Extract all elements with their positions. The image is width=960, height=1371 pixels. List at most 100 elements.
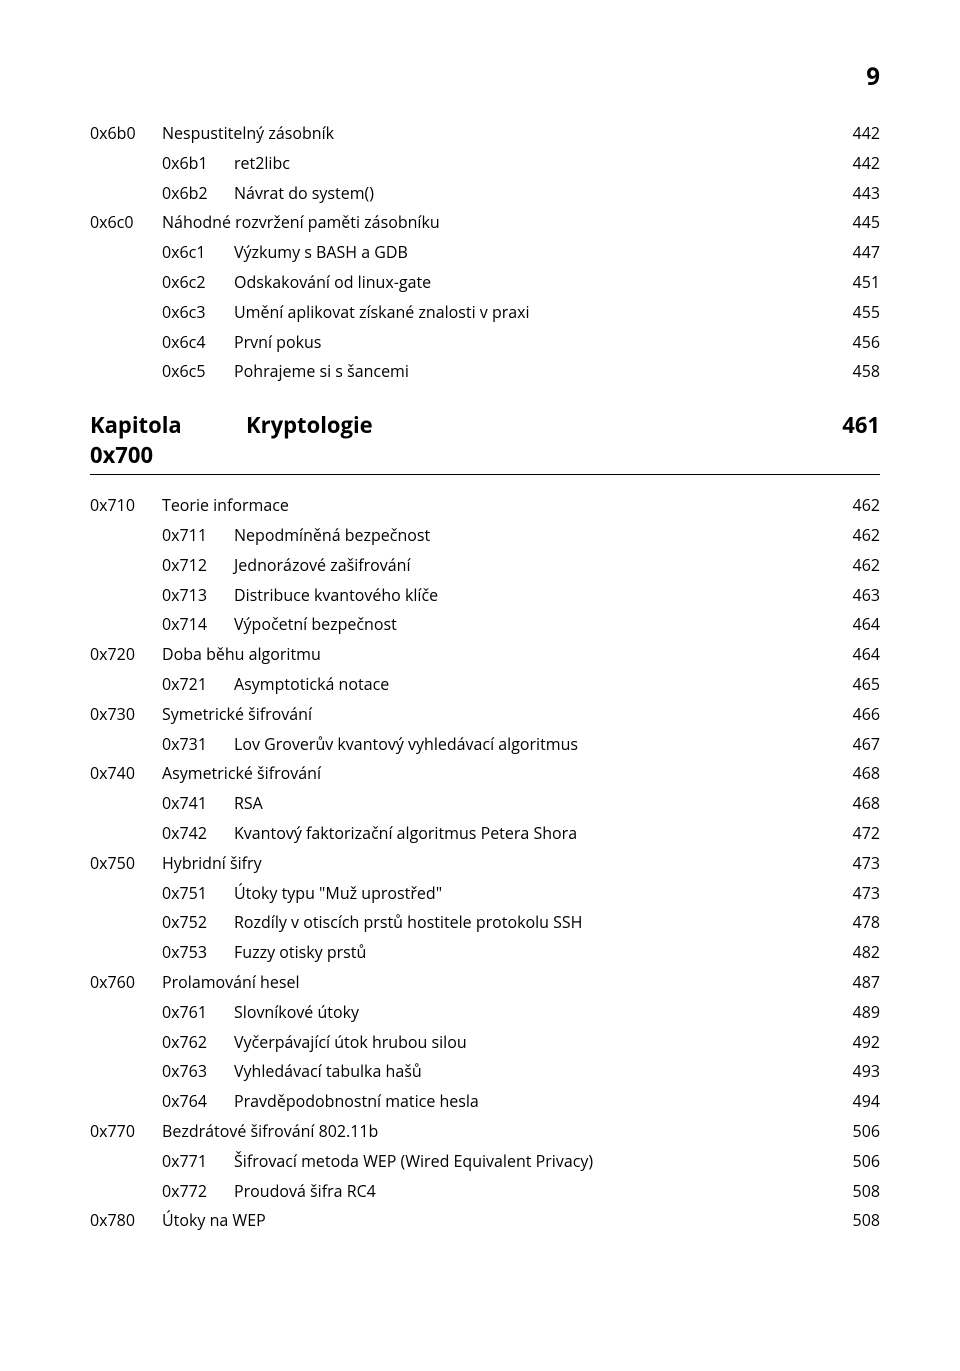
toc-page-number: 508 (836, 1179, 880, 1204)
toc-code: 0x730 (90, 702, 162, 727)
toc-code: 0x6c3 (162, 300, 234, 325)
toc-row: 0x741RSA468 (90, 791, 880, 816)
toc-code: 0x741 (162, 791, 234, 816)
toc-code: 0x6b2 (162, 181, 234, 206)
toc-page-number: 451 (836, 270, 880, 295)
toc-label: Náhodné rozvržení paměti zásobníku (162, 210, 836, 235)
toc-page: 9 0x6b0Nespustitelný zásobník4420x6b1ret… (0, 0, 960, 1298)
toc-row: 0x740Asymetrické šifrování468 (90, 761, 880, 786)
toc-label: ret2libc (234, 151, 836, 176)
toc-code: 0x762 (162, 1030, 234, 1055)
toc-code: 0x771 (162, 1149, 234, 1174)
toc-row: 0x752Rozdíly v otiscích prstů hostitele … (90, 910, 880, 935)
toc-row: 0x742Kvantový faktorizační algoritmus Pe… (90, 821, 880, 846)
toc-label: Pohrajeme si s šancemi (234, 359, 836, 384)
toc-page-number: 465 (836, 672, 880, 697)
toc-row: 0x6b0Nespustitelný zásobník442 (90, 121, 880, 146)
toc-code: 0x6c5 (162, 359, 234, 384)
toc-page-number: 487 (836, 970, 880, 995)
toc-code: 0x714 (162, 612, 234, 637)
toc-label: Pravděpodobnostní matice hesla (234, 1089, 836, 1114)
toc-code: 0x731 (162, 732, 234, 757)
chapter-title: Kryptologie (246, 410, 836, 440)
toc-row: 0x6c4První pokus456 (90, 330, 880, 355)
toc-code: 0x761 (162, 1000, 234, 1025)
toc-page-number: 443 (836, 181, 880, 206)
toc-page-number: 467 (836, 732, 880, 757)
toc-row: 0x750Hybridní šifry473 (90, 851, 880, 876)
toc-row: 0x712Jednorázové zašifrování462 (90, 553, 880, 578)
toc-code: 0x720 (90, 642, 162, 667)
toc-page-number: 472 (836, 821, 880, 846)
toc-page-number: 473 (836, 851, 880, 876)
toc-code: 0x760 (90, 970, 162, 995)
toc-code: 0x6c4 (162, 330, 234, 355)
toc-code: 0x710 (90, 493, 162, 518)
toc-label: Rozdíly v otiscích prstů hostitele proto… (234, 910, 836, 935)
toc-row: 0x770Bezdrátové šifrování 802.11b506 (90, 1119, 880, 1144)
chapter-heading: Kapitola 0x700 Kryptologie 461 (90, 410, 880, 470)
toc-row: 0x711Nepodmíněná bezpečnost462 (90, 523, 880, 548)
toc-page-number: 445 (836, 210, 880, 235)
toc-row: 0x753Fuzzy otisky prstů482 (90, 940, 880, 965)
toc-row: 0x713Distribuce kvantového klíče463 (90, 583, 880, 608)
toc-label: Umění aplikovat získané znalosti v praxi (234, 300, 836, 325)
toc-code: 0x752 (162, 910, 234, 935)
toc-row: 0x771Šifrovací metoda WEP (Wired Equival… (90, 1149, 880, 1174)
toc-code: 0x764 (162, 1089, 234, 1114)
toc-label: Útoky typu "Muž uprostřed" (234, 881, 836, 906)
toc-code: 0x6c2 (162, 270, 234, 295)
toc-label: Lov Groverův kvantový vyhledávací algori… (234, 732, 836, 757)
toc-section-pre: 0x6b0Nespustitelný zásobník4420x6b1ret2l… (90, 121, 880, 384)
toc-code: 0x751 (162, 881, 234, 906)
chapter-divider (90, 474, 880, 475)
toc-label: Symetrické šifrování (162, 702, 836, 727)
toc-code: 0x772 (162, 1179, 234, 1204)
toc-page-number: 462 (836, 553, 880, 578)
toc-row: 0x6c3Umění aplikovat získané znalosti v … (90, 300, 880, 325)
toc-code: 0x721 (162, 672, 234, 697)
toc-label: Proudová šifra RC4 (234, 1179, 836, 1204)
chapter-page: 461 (836, 410, 880, 440)
toc-row: 0x6b2Návrat do system()443 (90, 181, 880, 206)
toc-label: Útoky na WEP (162, 1208, 836, 1233)
toc-page-number: 468 (836, 791, 880, 816)
toc-page-number: 462 (836, 523, 880, 548)
toc-page-number: 463 (836, 583, 880, 608)
toc-label: Výzkumy s BASH a GDB (234, 240, 836, 265)
toc-row: 0x720Doba běhu algoritmu464 (90, 642, 880, 667)
toc-label: Slovníkové útoky (234, 1000, 836, 1025)
toc-label: Návrat do system() (234, 181, 836, 206)
toc-code: 0x770 (90, 1119, 162, 1144)
toc-label: Distribuce kvantového klíče (234, 583, 836, 608)
toc-row: 0x714Výpočetní bezpečnost464 (90, 612, 880, 637)
toc-page-number: 468 (836, 761, 880, 786)
toc-code: 0x6c0 (90, 210, 162, 235)
toc-page-number: 456 (836, 330, 880, 355)
toc-section-post: 0x710Teorie informace4620x711Nepodmíněná… (90, 493, 880, 1233)
toc-row: 0x6c5Pohrajeme si s šancemi458 (90, 359, 880, 384)
toc-row: 0x730Symetrické šifrování466 (90, 702, 880, 727)
toc-page-number: 464 (836, 612, 880, 637)
toc-code: 0x753 (162, 940, 234, 965)
toc-page-number: 464 (836, 642, 880, 667)
toc-row: 0x6c0Náhodné rozvržení paměti zásobníku4… (90, 210, 880, 235)
toc-label: Asymptotická notace (234, 672, 836, 697)
toc-page-number: 447 (836, 240, 880, 265)
page-number: 9 (90, 60, 880, 93)
toc-label: Hybridní šifry (162, 851, 836, 876)
toc-page-number: 455 (836, 300, 880, 325)
toc-page-number: 494 (836, 1089, 880, 1114)
toc-page-number: 482 (836, 940, 880, 965)
toc-label: Fuzzy otisky prstů (234, 940, 836, 965)
toc-row: 0x731Lov Groverův kvantový vyhledávací a… (90, 732, 880, 757)
toc-row: 0x6c2Odskakování od linux-gate451 (90, 270, 880, 295)
toc-page-number: 478 (836, 910, 880, 935)
toc-code: 0x6b0 (90, 121, 162, 146)
toc-label: Šifrovací metoda WEP (Wired Equivalent P… (234, 1149, 836, 1174)
toc-label: Nepodmíněná bezpečnost (234, 523, 836, 548)
toc-page-number: 442 (836, 151, 880, 176)
toc-page-number: 506 (836, 1119, 880, 1144)
toc-row: 0x761Slovníkové útoky489 (90, 1000, 880, 1025)
toc-row: 0x751Útoky typu "Muž uprostřed"473 (90, 881, 880, 906)
